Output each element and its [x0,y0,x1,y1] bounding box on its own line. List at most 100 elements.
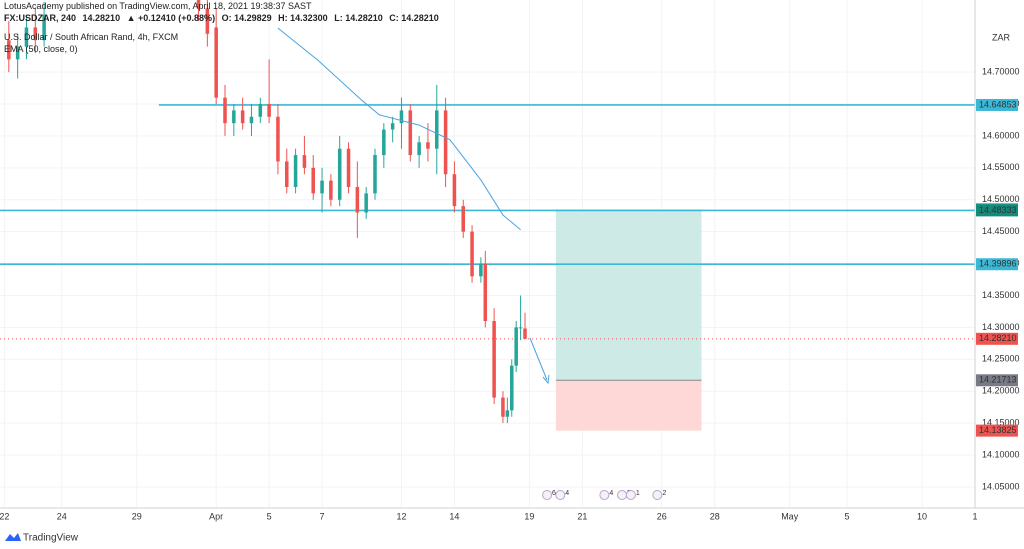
candle-body [249,116,254,124]
candle-body [311,167,315,194]
candle-body [452,174,457,207]
x-tick-label: 5 [267,511,272,521]
ema-line [277,27,521,231]
y-tick-label: 14.10000 [982,449,1020,459]
candle-body [276,116,280,162]
indicator: EMA (50, close, 0) [4,44,78,54]
close: C: 14.28210 [389,13,439,23]
price-tag-label: 14.28210 [979,333,1017,343]
y-tick-label: 14.60000 [982,130,1020,140]
y-tick-label: 14.30000 [982,322,1020,332]
low: L: 14.28210 [334,13,383,23]
price-tag [976,98,1018,111]
x-tick-label: 19 [524,511,534,521]
y-tick-label: 14.35000 [982,290,1020,300]
candle-body [514,327,518,366]
y-tick-label: 14.45000 [982,226,1020,236]
candle-body [373,155,377,194]
price-tag-label: 14.64853 [979,99,1017,109]
candle-body [232,110,236,124]
publisher: LotusAcademy published on TradingView.co… [4,1,312,11]
candle-body [7,40,11,60]
candle-body [214,27,218,98]
candle-body [337,148,342,200]
price-tag-label: 14.48333 [979,205,1017,215]
candle-body [33,27,38,41]
candle-body [505,410,510,417]
candle-body [518,327,523,329]
candle-body [42,14,46,41]
price-tag-label: 14.13825 [979,425,1017,435]
candle-body [15,46,20,60]
candle-body [479,263,483,277]
symbol: FX:USDZAR, 240 [4,13,77,23]
open: O: 14.29829 [221,13,272,23]
price-tag [976,204,1018,217]
x-tick-label: 5 [845,511,850,521]
x-tick-label: 14 [449,511,459,521]
event-label: 6 [552,490,556,497]
candle-body [320,180,324,194]
loss-zone [555,380,702,431]
event-label: 4 [609,490,613,497]
change: ▲ +0.12410 (+0.88%) [126,13,216,23]
x-tick-label: Apr [209,511,223,521]
x-tick-label: May [781,511,799,521]
x-tick-label: 21 [577,511,587,521]
y-tick-label: 14.70000 [982,66,1020,76]
candle-body [24,27,29,47]
arrow [529,337,548,381]
high: H: 14.32300 [278,13,328,23]
event-icon [617,490,628,500]
candle-body [523,328,527,339]
logo [5,533,21,541]
event-icon [599,490,610,500]
candle-body [501,397,505,417]
price-tag-label: 14.21713 [979,375,1017,385]
candle-body [240,110,245,124]
event-icon [555,490,566,500]
price-tag [976,332,1018,345]
candle-body [293,155,298,187]
instrument: U.S. Dollar / South African Rand, 4h, FX… [4,32,179,42]
y-tick-label: 14.55000 [982,162,1020,172]
candle-body [258,104,263,117]
candle-body [364,193,368,213]
candle-body [443,110,448,175]
arrow-head [542,374,550,385]
x-tick-label: 1 [972,511,977,521]
candle-body [408,110,413,156]
candle-body [417,142,421,156]
candle-body [302,155,307,168]
candle-body [223,97,227,124]
event-label: 2 [662,490,666,497]
y-tick-label: 14.50000 [982,194,1020,204]
x-tick-label: 7 [320,511,325,521]
y-tick-label: 14.05000 [982,481,1020,491]
candle-body [267,104,271,117]
candle-body [285,161,289,187]
x-tick-label: 26 [657,511,667,521]
candle-body [483,263,488,322]
candle-body [205,8,210,34]
event-icon [625,490,636,500]
candle-body [510,365,514,411]
price-tag-label: 14.39896 [979,259,1017,269]
event-icon [542,490,553,500]
x-tick-label: 29 [132,511,142,521]
x-tick-label: 10 [917,511,927,521]
last: 14.28210 [82,13,121,23]
x-tick-label: 28 [710,511,720,521]
candle-body [390,123,395,130]
candle-body [355,186,360,213]
price-tag [976,258,1018,271]
x-tick-label: 12 [396,511,406,521]
x-tick-label: 24 [57,511,67,521]
y-tick-label: 14.20000 [982,386,1020,396]
plot [0,0,975,431]
quote: FX:USDZAR, 240 14.28210 ▲ +0.12410 (+0.8… [4,13,443,23]
event-label: 4 [565,490,569,497]
candle-body [382,129,386,156]
